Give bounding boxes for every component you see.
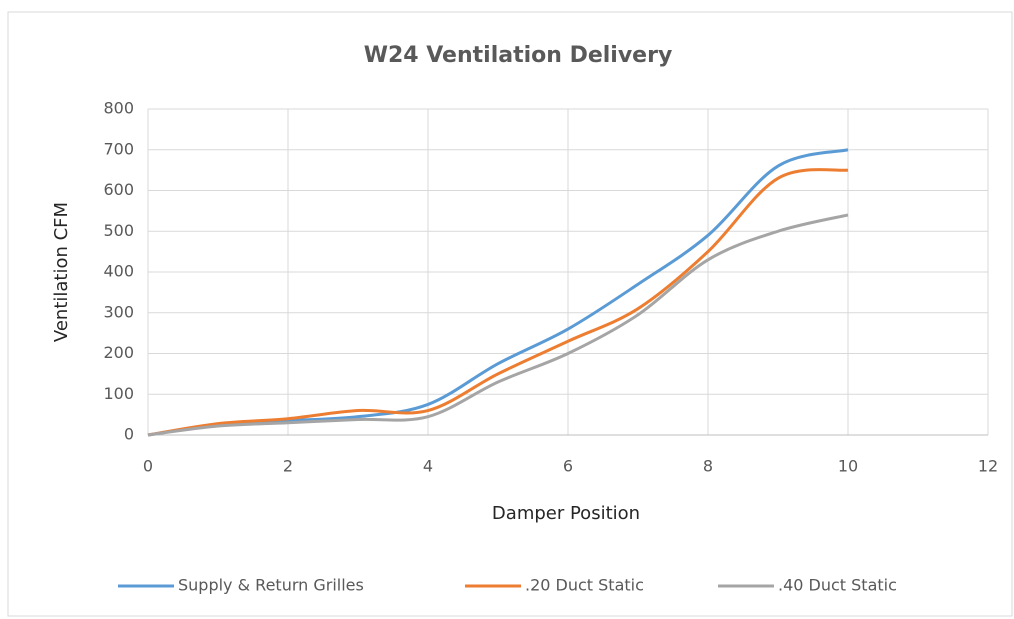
x-axis-label: Damper Position — [492, 503, 640, 524]
x-tick-label: 6 — [563, 457, 573, 476]
x-tick-label: 8 — [703, 457, 713, 476]
y-tick-label: 300 — [103, 302, 134, 321]
y-tick-label: 500 — [103, 221, 134, 240]
y-tick-label: 800 — [103, 99, 134, 118]
y-tick-label: 100 — [103, 384, 134, 403]
line-series — [147, 168, 849, 437]
y-axis-label: Ventilation CFM — [51, 202, 72, 342]
x-tick-label: 0 — [143, 457, 153, 476]
x-tick-label: 2 — [283, 457, 293, 476]
y-tick-label: 400 — [103, 262, 134, 281]
legend-label: .20 Duct Static — [525, 576, 644, 595]
x-tick-label: 12 — [978, 457, 998, 476]
legend-label: .40 Duct Static — [778, 576, 897, 595]
y-tick-label: 700 — [103, 139, 134, 158]
y-tick-label: 600 — [103, 180, 134, 199]
y-tick-label: 0 — [124, 425, 134, 444]
line-series — [147, 148, 849, 437]
x-tick-label: 4 — [423, 457, 433, 476]
y-tick-label: 200 — [103, 343, 134, 362]
x-tick-label: 10 — [838, 457, 858, 476]
line-series — [147, 213, 849, 437]
chart-title: W24 Ventilation Delivery — [364, 43, 673, 68]
chart-border — [7, 11, 1013, 617]
legend-label: Supply & Return Grilles — [178, 576, 364, 595]
